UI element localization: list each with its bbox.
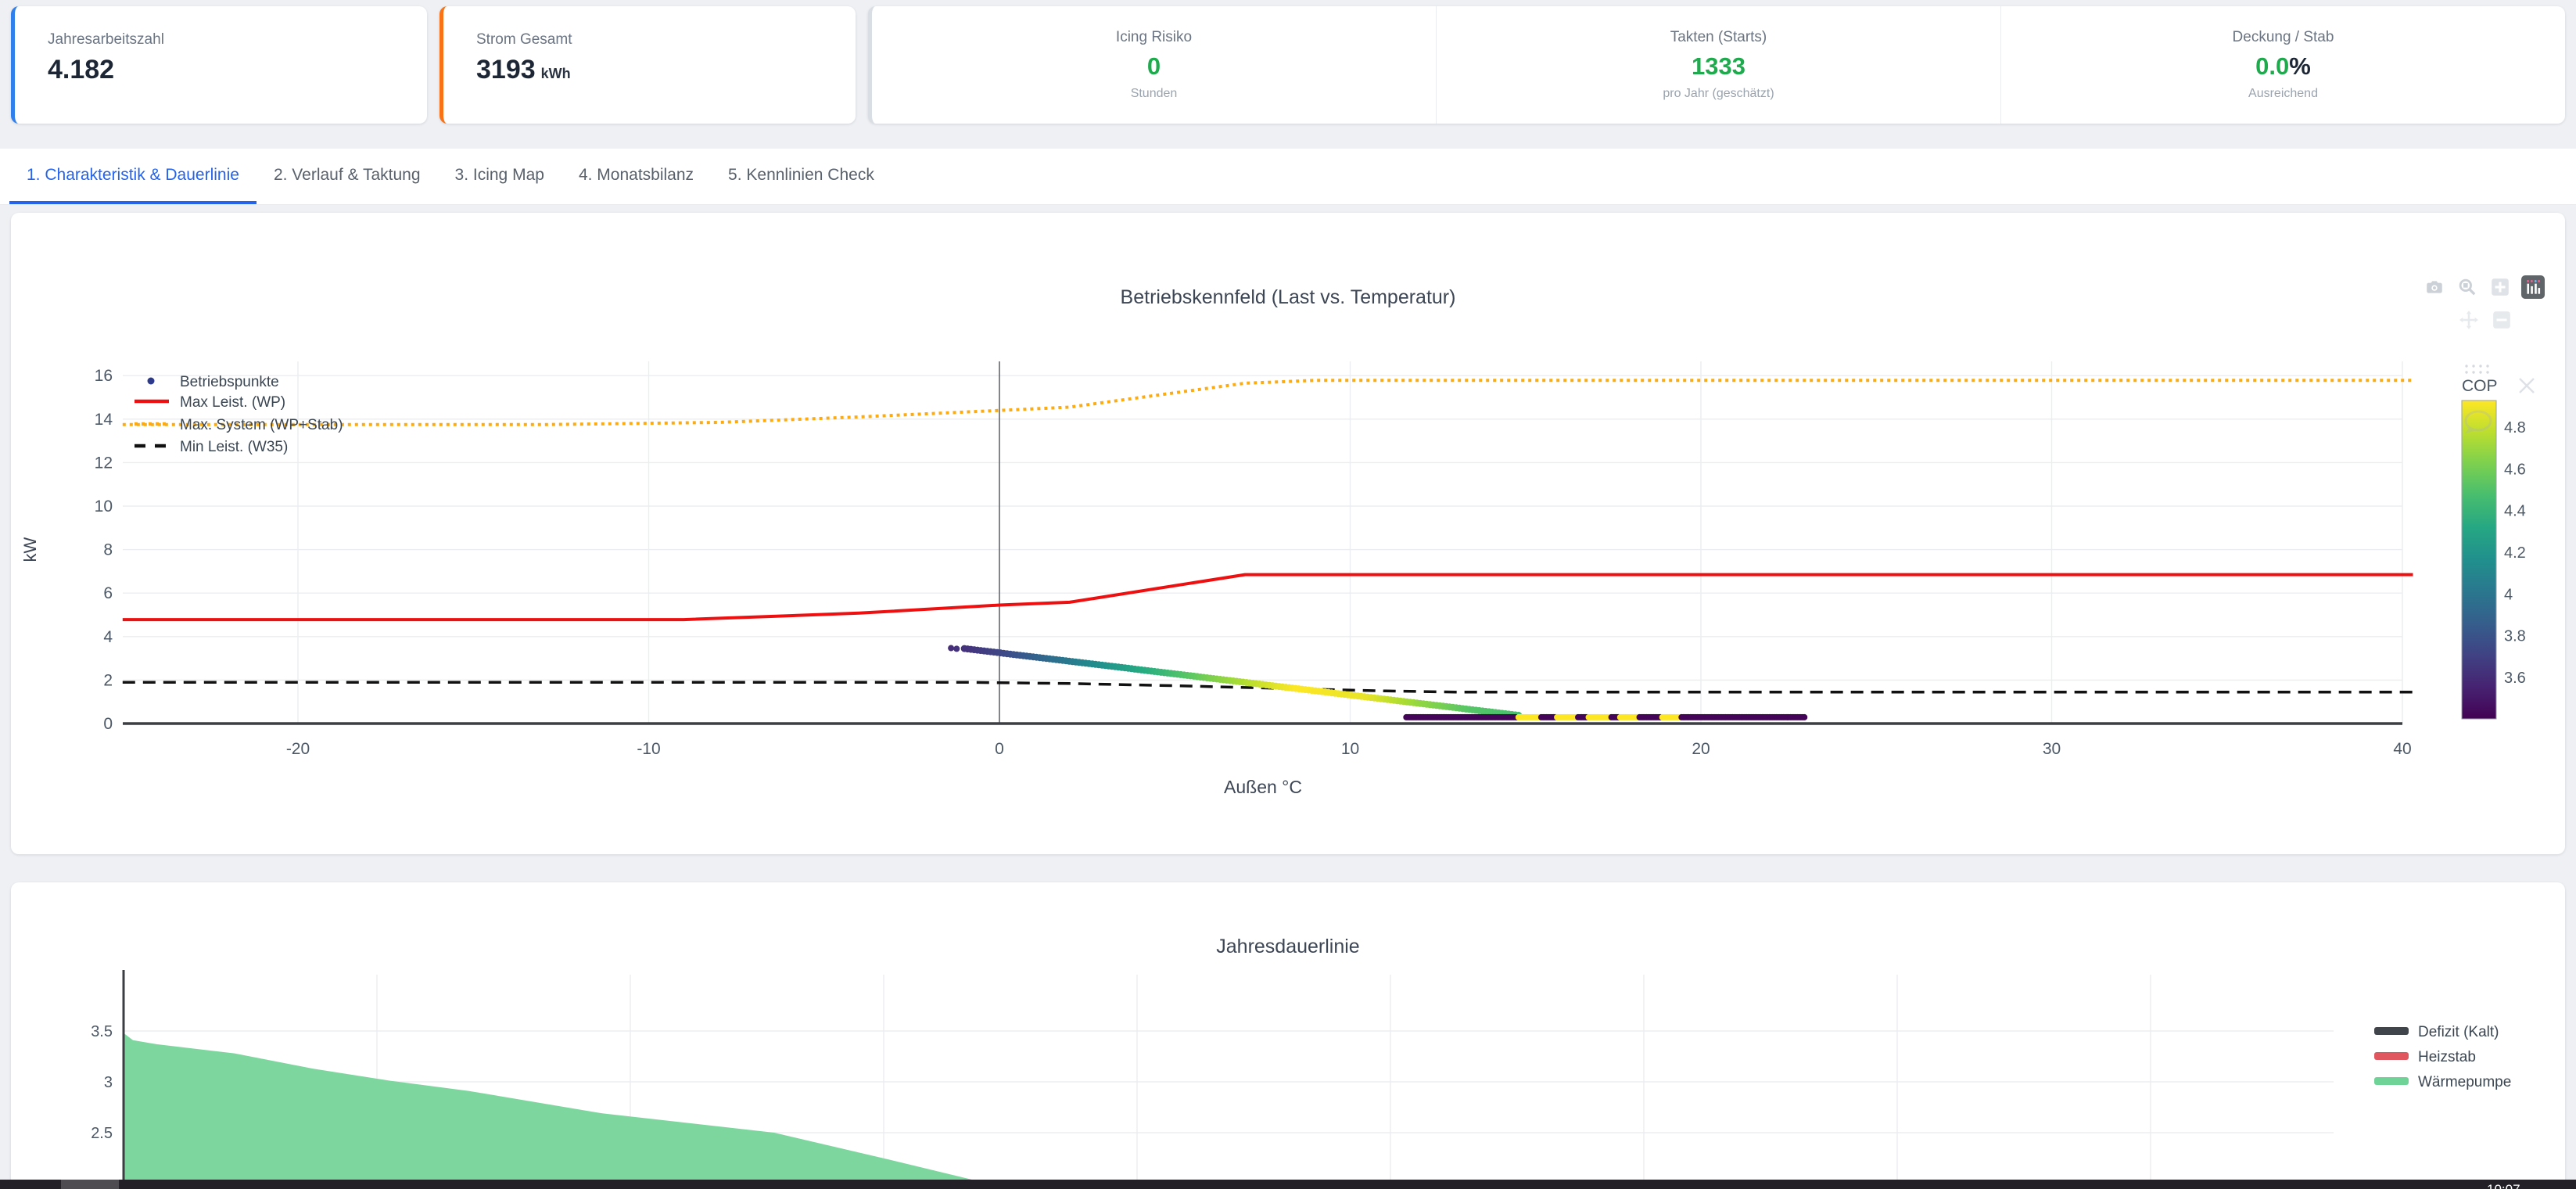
svg-text:3: 3 xyxy=(104,1074,113,1091)
colorbar-title: COP xyxy=(2462,377,2498,395)
kpi-card-group: Icing Risiko 0 Stunden Takten (Starts) 1… xyxy=(868,6,2565,124)
kpi-sub: Stunden xyxy=(1130,87,1178,100)
taskbar[interactable]: 10:07 xyxy=(0,1180,2576,1189)
svg-text:10: 10 xyxy=(95,498,113,515)
svg-text:30: 30 xyxy=(2043,740,2061,758)
tab-verlauf-taktung[interactable]: 2. Verlauf & Taktung xyxy=(273,165,421,184)
svg-text:4.4: 4.4 xyxy=(2504,503,2526,520)
svg-text:4.2: 4.2 xyxy=(2504,544,2526,562)
kpi-icing-risiko: Icing Risiko 0 Stunden xyxy=(872,6,1437,124)
kpi-label: Strom Gesamt xyxy=(476,31,572,48)
svg-text:6: 6 xyxy=(103,584,113,602)
kpi-label: Takten (Starts) xyxy=(1670,29,1767,45)
tab-monatsbilanz[interactable]: 4. Monatsbilanz xyxy=(578,165,694,184)
legend-item[interactable]: Betriebspunkte xyxy=(147,374,279,390)
legend-item[interactable]: Heizstab xyxy=(2374,1049,2476,1065)
taskbar-app-button[interactable] xyxy=(61,1180,119,1189)
plotly-modebar xyxy=(2423,275,2545,332)
camera-icon[interactable] xyxy=(2423,275,2446,299)
svg-text:Defizit (Kalt): Defizit (Kalt) xyxy=(2418,1024,2499,1040)
plotly-logo-icon[interactable] xyxy=(2521,275,2545,299)
svg-text:2: 2 xyxy=(103,671,113,689)
taskbar-clock: 10:07 xyxy=(2487,1182,2520,1189)
tab-charakteristik-dauerlinie[interactable]: 1. Charakteristik & Dauerlinie xyxy=(9,149,257,204)
close-icon[interactable] xyxy=(2519,378,2535,393)
svg-text:8: 8 xyxy=(103,541,113,559)
legend-item[interactable]: Defizit (Kalt) xyxy=(2374,1024,2499,1040)
svg-text:4.6: 4.6 xyxy=(2504,461,2526,478)
svg-text:-10: -10 xyxy=(637,740,660,758)
kpi-card-strom-gesamt: Strom Gesamt 3193 kWh xyxy=(439,6,856,124)
jahresdauerlinie-card: Jahresdauerlinie 3.5 3 2.5 Defizit (Kalt) He… xyxy=(11,882,2565,1189)
comment-bubble-icon[interactable] xyxy=(2464,410,2492,433)
kpi-deckung-stab: Deckung / Stab 0.0% Ausreichend xyxy=(2001,6,2565,124)
chart-legend: Defizit (Kalt) Heizstab Wärmepumpe xyxy=(2374,1024,2511,1090)
cop-colorbar: 4.8 4.6 4.4 4.2 4 3.8 3.6 COP xyxy=(2461,365,2535,720)
kpi-sub: Ausreichend xyxy=(2248,87,2318,100)
svg-text:Außen °C: Außen °C xyxy=(1224,777,1302,797)
chart-legend: Betriebspunkte Max Leist. (WP) Max. System… xyxy=(135,374,343,455)
legend-item[interactable]: Min Leist. (W35) xyxy=(135,439,288,455)
kpi-card-jahresarbeitszahl: Jahresarbeitszahl 4.182 xyxy=(11,6,427,124)
tab-bar: 1. Charakteristik & Dauerlinie 2. Verlau… xyxy=(0,149,2576,205)
svg-text:20: 20 xyxy=(1692,740,1710,758)
kpi-value: 1333 xyxy=(1692,52,1745,80)
svg-text:Max Leist. (WP): Max Leist. (WP) xyxy=(180,394,285,411)
svg-text:12: 12 xyxy=(95,454,113,472)
legend-item[interactable]: Wärmepumpe xyxy=(2374,1074,2511,1090)
kpi-label: Deckung / Stab xyxy=(2232,29,2334,45)
svg-text:-20: -20 xyxy=(286,740,310,758)
kpi-value: 4.182 xyxy=(48,55,115,84)
tab-icing-map[interactable]: 3. Icing Map xyxy=(454,165,544,184)
svg-text:kW: kW xyxy=(20,537,40,562)
svg-text:14: 14 xyxy=(95,411,113,429)
kpi-value: 0 xyxy=(1146,52,1161,80)
svg-text:Heizstab: Heizstab xyxy=(2418,1049,2476,1065)
jahresdauerlinie-plot[interactable]: 3.5 3 2.5 Defizit (Kalt) Heizstab Wärmepumpe xyxy=(11,882,2565,1189)
tab-kennlinien-check[interactable]: 5. Kennlinien Check xyxy=(728,165,874,184)
svg-text:4: 4 xyxy=(103,628,113,646)
kpi-sub: pro Jahr (geschätzt) xyxy=(1663,87,1774,100)
zoom-icon[interactable] xyxy=(2456,275,2479,299)
svg-text:0: 0 xyxy=(995,740,1004,758)
svg-text:3.6: 3.6 xyxy=(2504,670,2526,687)
svg-text:10: 10 xyxy=(1341,740,1359,758)
svg-text:40: 40 xyxy=(2393,740,2411,758)
legend-item[interactable]: Max Leist. (WP) xyxy=(135,394,285,411)
kpi-label: Jahresarbeitszahl xyxy=(48,31,164,48)
svg-text:Max. System (WP+Stab): Max. System (WP+Stab) xyxy=(180,417,343,433)
svg-text:2.5: 2.5 xyxy=(91,1125,113,1142)
svg-text:Min Leist. (W35): Min Leist. (W35) xyxy=(180,439,288,455)
betriebskennfeld-card: Betriebskennfeld (Last vs. Temperatur) xyxy=(11,213,2565,854)
kpi-value: 0.0% xyxy=(2255,52,2311,80)
kpi-value: 3193 kWh xyxy=(476,55,571,84)
svg-text:4.8: 4.8 xyxy=(2504,419,2526,436)
svg-text:16: 16 xyxy=(95,367,113,385)
zoom-in-icon[interactable] xyxy=(2488,275,2512,299)
legend-item[interactable]: Max. System (WP+Stab) xyxy=(135,417,343,433)
svg-text:0: 0 xyxy=(103,715,113,733)
svg-text:Wärmepumpe: Wärmepumpe xyxy=(2418,1074,2511,1090)
svg-text:Betriebspunkte: Betriebspunkte xyxy=(180,374,279,390)
zoom-out-icon[interactable] xyxy=(2490,308,2513,332)
svg-text:3.8: 3.8 xyxy=(2504,628,2526,645)
kpi-unit: kWh xyxy=(540,66,571,81)
pan-icon[interactable] xyxy=(2457,308,2481,332)
svg-text:4: 4 xyxy=(2504,586,2513,603)
svg-text:3.5: 3.5 xyxy=(91,1023,113,1040)
kpi-label: Icing Risiko xyxy=(1115,29,1193,45)
kpi-takten-starts: Takten (Starts) 1333 pro Jahr (geschätzt… xyxy=(1437,6,2001,124)
